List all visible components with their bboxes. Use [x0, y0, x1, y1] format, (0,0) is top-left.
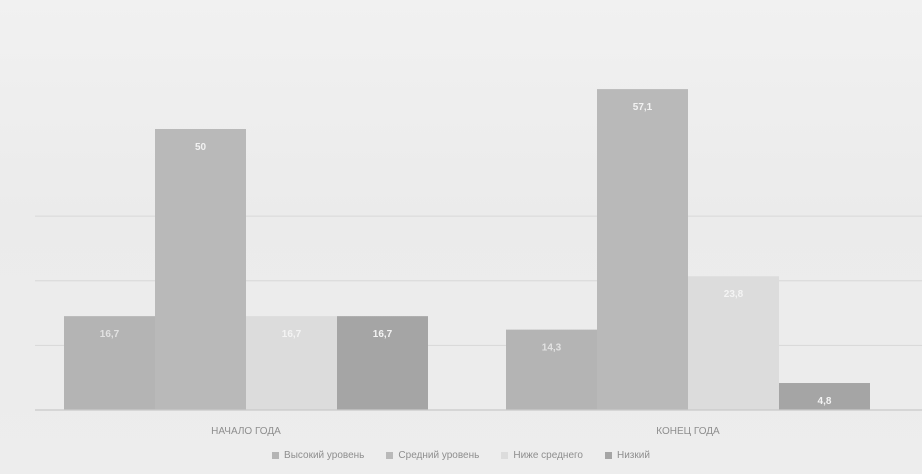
bar [337, 316, 428, 410]
data-label: 23,8 [724, 289, 744, 300]
legend-item: Ниже среднего [501, 450, 583, 461]
legend-item: Высокий уровень [272, 450, 364, 461]
data-label: 50 [195, 142, 207, 153]
chart-legend: Высокий уровень Средний уровень Ниже средн… [0, 450, 922, 461]
data-label: 14,3 [542, 343, 562, 354]
data-label: 57,1 [633, 102, 653, 113]
category-label: НАЧАЛО ГОДА [211, 426, 281, 437]
bar [506, 329, 597, 410]
data-label: 16,7 [282, 329, 302, 340]
legend-swatch [272, 452, 280, 459]
data-label: 16,7 [100, 329, 120, 340]
bar [155, 129, 246, 410]
chart-plot: 16,7 14,3 50 57,1 16,7 23,8 16,7 4,8 НАЧАЛО ГОДА… [35, 89, 922, 437]
legend-item: Средний уровень [386, 450, 479, 461]
data-label: 16,7 [373, 329, 393, 340]
legend-label: Высокий уровень [284, 450, 365, 461]
category-label: КОНЕЦ ГОДА [656, 426, 720, 437]
data-label: 4,8 [818, 396, 832, 407]
legend-swatch [386, 452, 394, 459]
bar [246, 316, 337, 410]
bar [779, 383, 870, 410]
legend-label: Низкий [617, 450, 650, 461]
legend-label: Ниже среднего [513, 450, 583, 461]
legend-item: Низкий [605, 450, 650, 461]
bar [64, 316, 155, 410]
bar [688, 276, 779, 410]
legend-swatch [605, 452, 612, 459]
bar [597, 89, 688, 411]
legend-label: Средний уровень [398, 450, 480, 461]
legend-swatch [501, 452, 509, 459]
